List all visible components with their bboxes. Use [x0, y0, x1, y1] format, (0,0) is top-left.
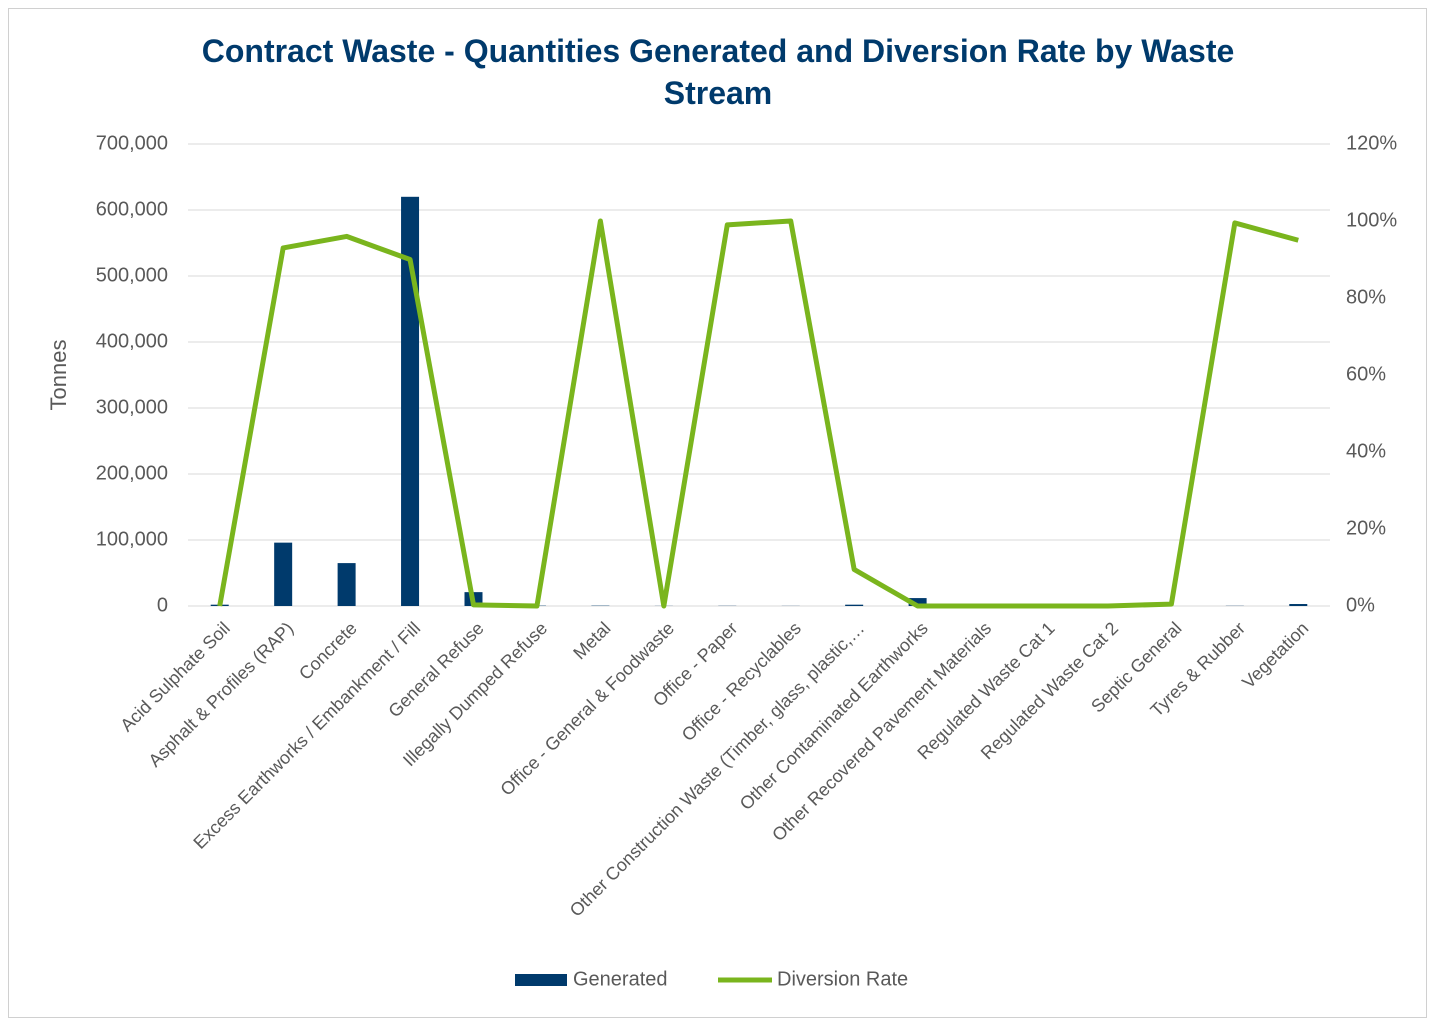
- x-tick-label: Vegetation: [1238, 618, 1312, 692]
- x-tick-label: Office - Recyclables: [678, 618, 805, 745]
- y-tick-label: 500,000: [96, 264, 168, 286]
- y-tick-label: 0: [157, 594, 168, 616]
- legend-label: Diversion Rate: [777, 968, 908, 990]
- bar: [274, 543, 292, 606]
- x-tick-label: Concrete: [295, 618, 361, 684]
- bar: [1289, 604, 1307, 606]
- legend-label: Generated: [573, 968, 668, 990]
- x-tick-label: Acid Sulphate Soil: [116, 618, 233, 735]
- x-tick-label: Metal: [569, 618, 614, 663]
- bar: [845, 605, 863, 606]
- x-tick-label: Excess Earthworks / Embankment / Fill: [189, 618, 424, 853]
- y-tick-label: 300,000: [96, 396, 168, 418]
- y2-tick-label: 120%: [1346, 132, 1397, 154]
- y-axis-label: Tonnes: [46, 340, 71, 411]
- y2-tick-label: 80%: [1346, 286, 1386, 308]
- legend-swatch: [515, 974, 567, 986]
- y2-tick-label: 100%: [1346, 209, 1397, 231]
- y2-tick-label: 40%: [1346, 440, 1386, 462]
- y2-tick-label: 60%: [1346, 363, 1386, 385]
- y2-tick-label: 0%: [1346, 594, 1375, 616]
- x-tick-label: Other Construction Waste (Timber, glass,…: [566, 618, 868, 920]
- x-tick-label: Other Recovered Pavement Materials: [768, 618, 995, 845]
- y-tick-label: 700,000: [96, 132, 168, 154]
- y-tick-label: 100,000: [96, 528, 168, 550]
- line: [220, 221, 1299, 606]
- y-tick-label: 400,000: [96, 330, 168, 352]
- y-tick-label: 600,000: [96, 198, 168, 220]
- y-tick-label: 200,000: [96, 462, 168, 484]
- bar: [338, 563, 356, 606]
- y2-tick-label: 20%: [1346, 517, 1386, 539]
